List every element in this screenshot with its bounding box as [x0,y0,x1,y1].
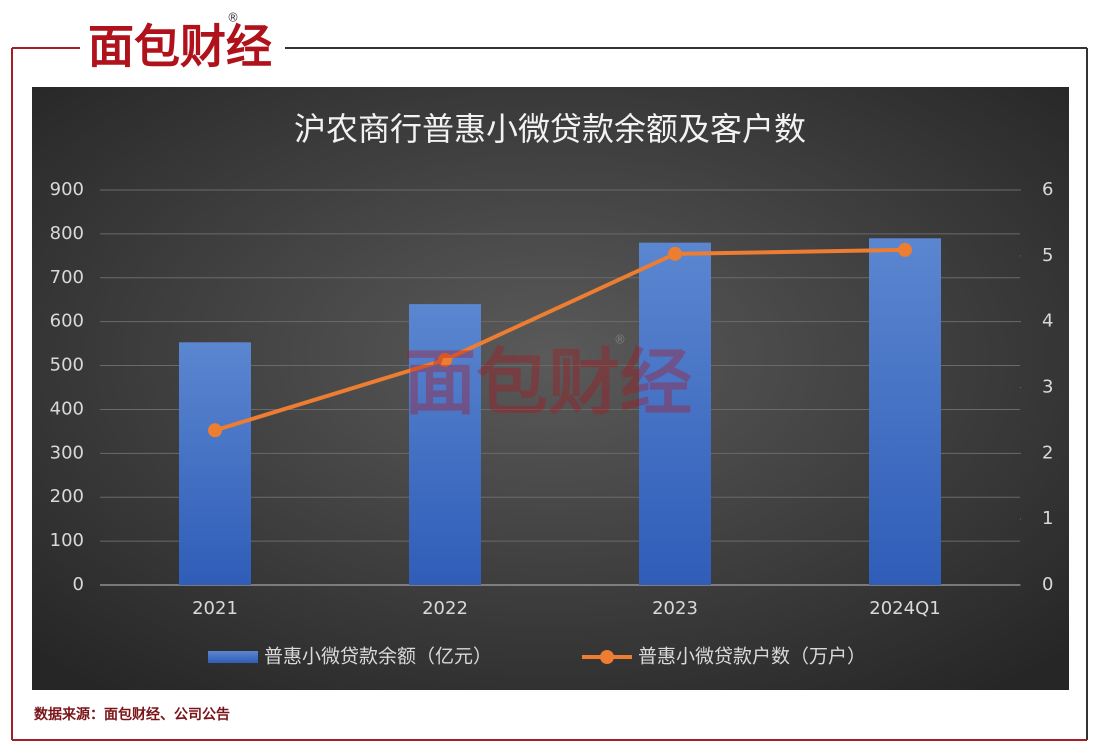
logo-mark: ® [227,11,239,25]
y-tick-label: 300 [50,442,84,463]
line-point [898,242,912,257]
x-tick-label: 2023 [652,598,698,619]
y-tick-label: 100 [50,530,84,551]
legend-label: 普惠小微贷款余额（亿元） [264,646,492,668]
legend-swatch [208,651,258,663]
y2-tick-label: 3 [1042,377,1053,398]
y-tick-label: 900 [50,179,84,200]
watermark: 面包财经 [404,341,692,425]
y-tick-label: 200 [50,486,84,507]
x-tick-label: 2021 [192,598,238,619]
chart-title: 沪农商行普惠小微贷款余额及客户数 [294,110,806,148]
source-note: 数据来源：面包财经、公司公告 [34,706,230,723]
y2-tick-label: 2 [1042,442,1053,463]
y2-tick-label: 6 [1042,179,1053,200]
logo: 面包财经 [88,20,272,74]
legend-swatch [600,650,614,664]
y-tick-label: 600 [50,311,84,332]
line-point [668,246,682,261]
y2-tick-label: 5 [1042,245,1053,266]
legend-label: 普惠小微贷款户数（万户） [638,646,866,668]
y-tick-label: 800 [50,223,84,244]
x-tick-label: 2022 [422,598,468,619]
y2-tick-label: 0 [1042,574,1053,595]
bar [179,342,251,585]
line-point [208,423,222,438]
y-tick-label: 400 [50,398,84,419]
watermark-mark: ® [614,333,626,347]
bar [639,242,711,585]
y2-tick-label: 4 [1042,311,1053,332]
y-tick-label: 500 [50,355,84,376]
y2-tick-label: 1 [1042,508,1053,529]
y-tick-label: 0 [73,574,84,595]
frame [11,47,1088,741]
line-point [438,352,452,367]
y-tick-label: 700 [50,267,84,288]
x-tick-label: 2024Q1 [869,598,940,619]
plot: 0 100 200 300 400 500 600 700 800 900 0 1 2 3 4 5 6 2021 2… [50,179,1054,668]
line [214,247,906,433]
bar [869,238,941,585]
